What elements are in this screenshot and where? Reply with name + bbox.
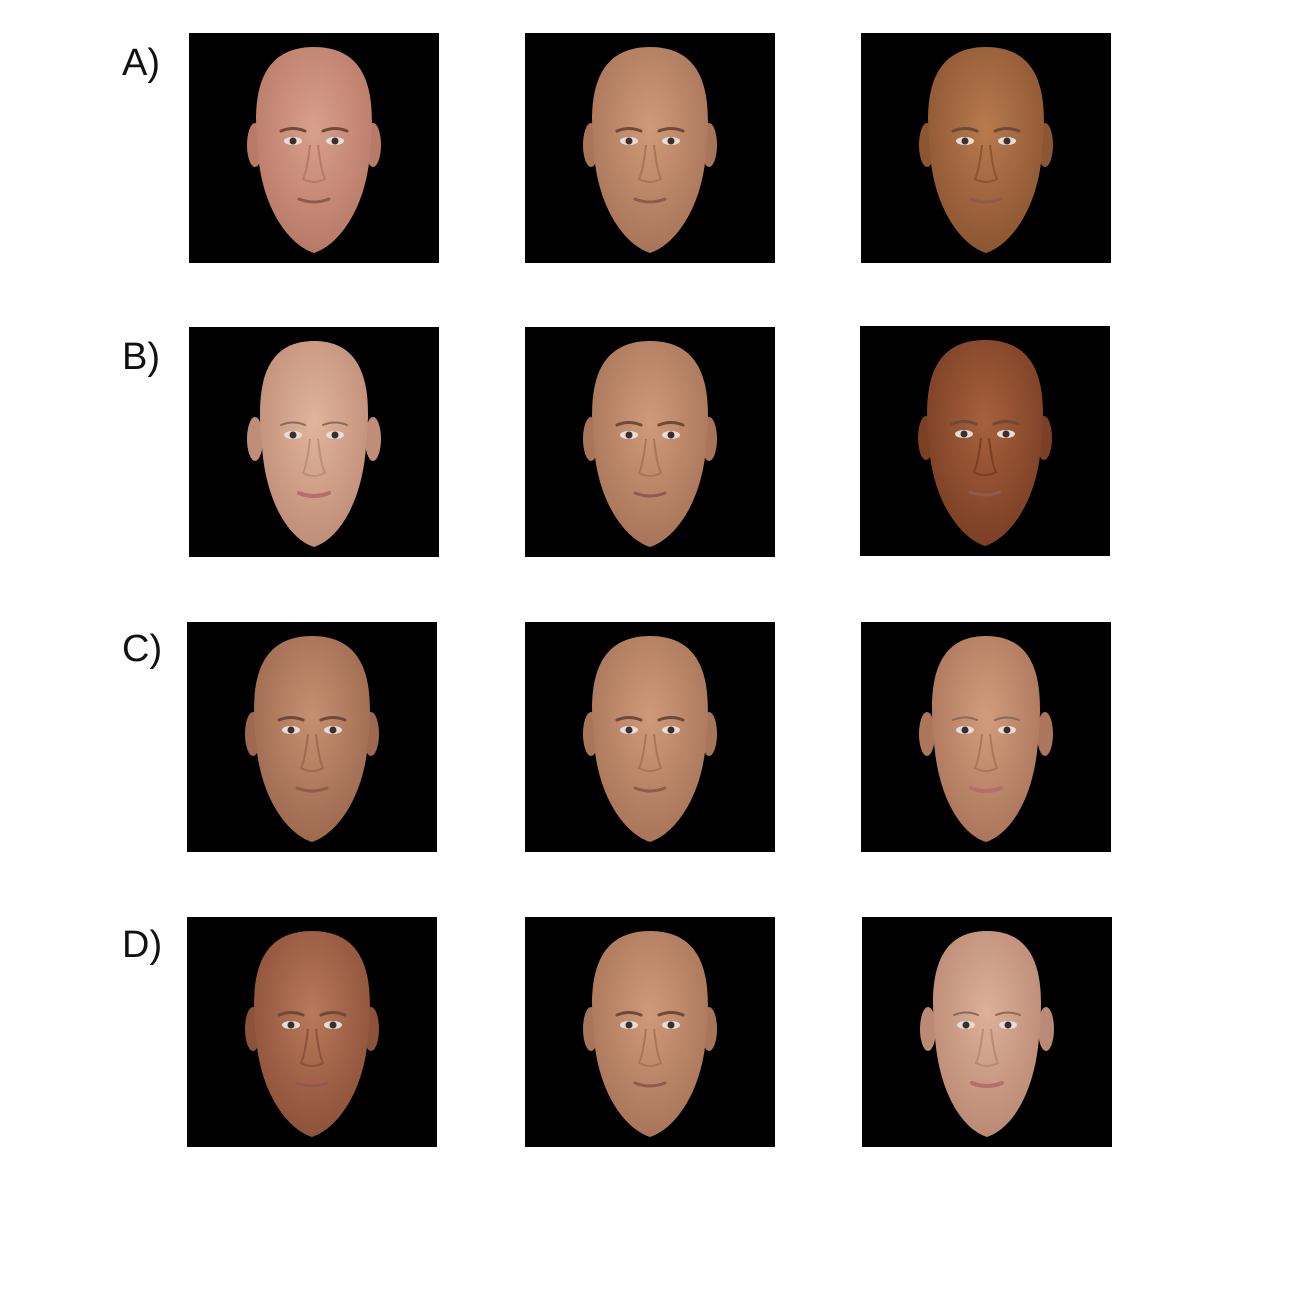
face-illustration [861,33,1111,263]
row-label-c: C) [122,628,163,670]
face-illustration [862,917,1112,1147]
face-panel [525,33,775,263]
face-panel [525,917,775,1147]
face-panel [862,917,1112,1147]
face-illustration [187,622,437,852]
face-illustration [189,33,439,263]
face-illustration [861,622,1111,852]
face-panel [189,33,439,263]
face-illustration [860,326,1110,556]
face-illustration [189,327,439,557]
face-panel [525,622,775,852]
face-illustration [525,327,775,557]
face-panel [525,327,775,557]
face-panel [861,33,1111,263]
row-label-a: A) [122,42,160,84]
row-label-b: B) [122,336,160,378]
face-panel [189,327,439,557]
face-panel [187,622,437,852]
face-panel [860,326,1110,556]
face-illustration [525,33,775,263]
face-panel [861,622,1111,852]
face-illustration [187,917,437,1147]
face-illustration [525,622,775,852]
face-panel [187,917,437,1147]
row-label-d: D) [122,924,163,966]
face-illustration [525,917,775,1147]
